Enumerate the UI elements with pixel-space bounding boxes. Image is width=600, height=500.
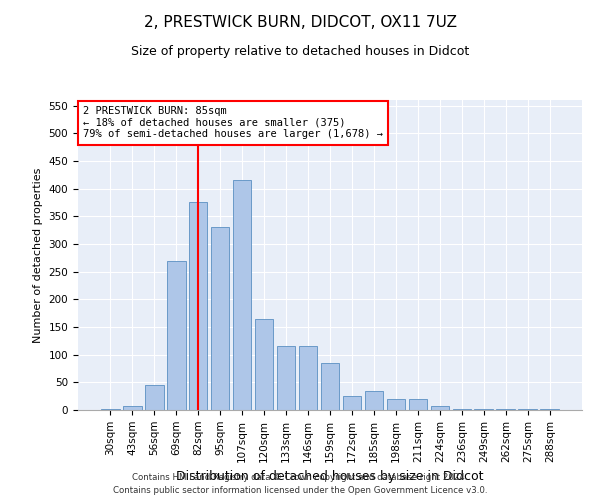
Y-axis label: Number of detached properties: Number of detached properties [33,168,43,342]
Text: Size of property relative to detached houses in Didcot: Size of property relative to detached ho… [131,45,469,58]
Bar [452,409,471,410]
Bar [277,346,295,410]
Bar [431,406,449,410]
Text: Contains public sector information licensed under the Open Government Licence v3: Contains public sector information licen… [113,486,487,495]
Text: 2 PRESTWICK BURN: 85sqm
← 18% of detached houses are smaller (375)
79% of semi-d: 2 PRESTWICK BURN: 85sqm ← 18% of detache… [83,106,383,140]
Bar [189,202,208,410]
Bar [409,399,427,410]
X-axis label: Distribution of detached houses by size in Didcot: Distribution of detached houses by size … [176,470,484,483]
Text: Contains HM Land Registry data © Crown copyright and database right 2024.: Contains HM Land Registry data © Crown c… [132,474,468,482]
Bar [365,390,383,410]
Text: 2, PRESTWICK BURN, DIDCOT, OX11 7UZ: 2, PRESTWICK BURN, DIDCOT, OX11 7UZ [143,15,457,30]
Bar [386,399,405,410]
Bar [343,396,361,410]
Bar [211,228,229,410]
Bar [145,385,164,410]
Bar [167,260,185,410]
Bar [475,409,493,410]
Bar [299,346,317,410]
Bar [320,363,340,410]
Bar [233,180,251,410]
Bar [123,406,142,410]
Bar [496,409,515,410]
Bar [101,409,119,410]
Bar [255,318,274,410]
Bar [518,409,537,410]
